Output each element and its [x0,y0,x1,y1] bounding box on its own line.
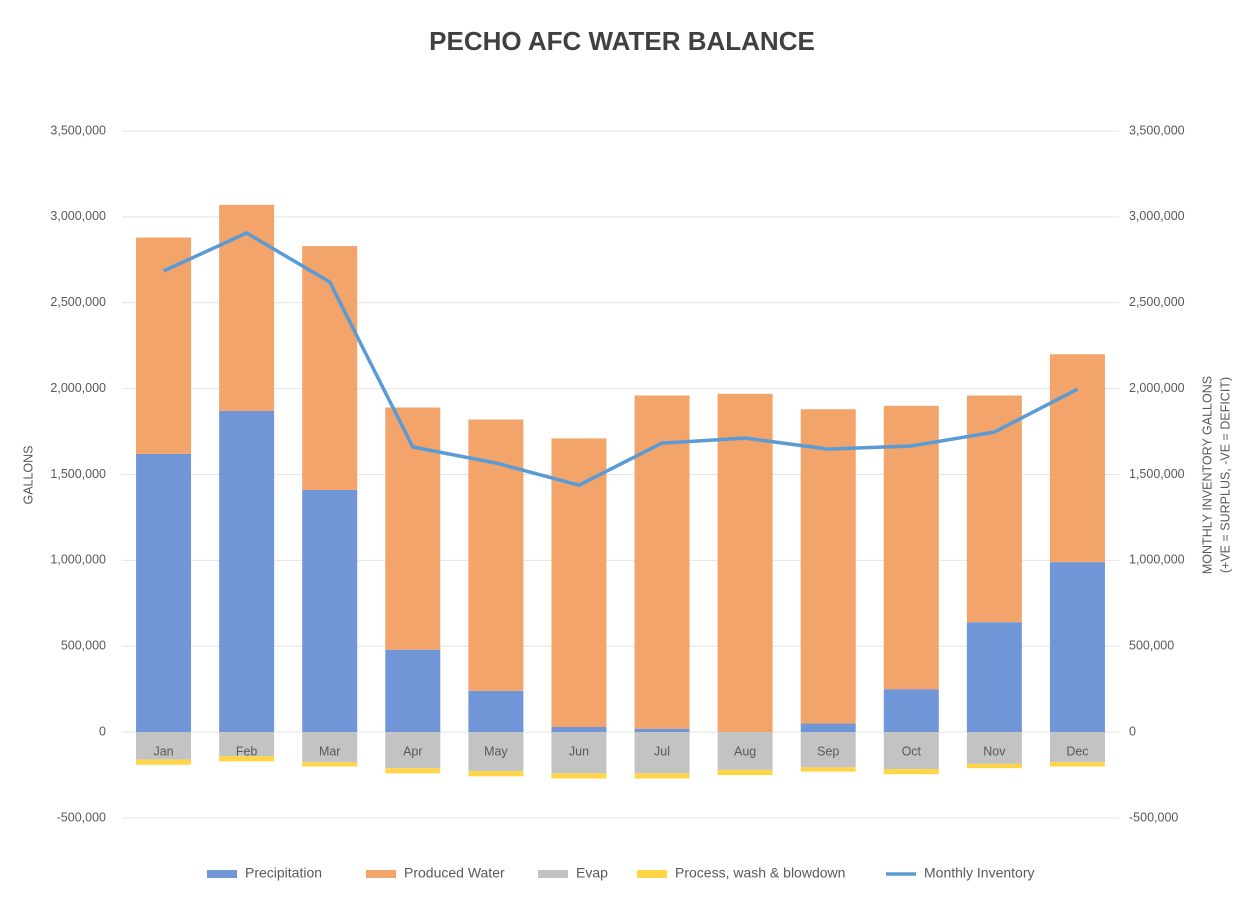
chart-title: PECHO AFC WATER BALANCE [429,26,815,56]
y2-axis-label: (+VE = SURPLUS, -VE = DEFICIT) [1218,377,1232,573]
bar [966,395,1022,623]
y-tick-label: 3,500,000 [50,123,106,137]
bar [302,246,358,490]
bar [136,732,192,760]
bar [551,773,607,779]
x-tick-label: Dec [1066,744,1088,758]
y2-tick-label: 3,000,000 [1129,209,1185,223]
x-tick-label: Oct [902,744,922,758]
x-tick-label: Feb [236,744,258,758]
bar [1049,762,1105,767]
y2-tick-label: 0 [1129,724,1136,738]
y-tick-label: 2,500,000 [50,295,106,309]
legend-swatch [366,870,396,878]
y-tick-label: 1,500,000 [50,467,106,481]
bar [800,732,856,768]
bar [966,732,1022,764]
legend-label: Precipitation [245,865,322,881]
y-tick-label: 3,000,000 [50,209,106,223]
bar [883,405,939,690]
y-axis-label: GALLONS [21,445,35,504]
bar [385,732,441,769]
bar [634,728,690,733]
y-tick-label: 1,000,000 [50,553,106,567]
bar [883,732,939,770]
legend-label: Process, wash & blowdown [675,865,845,881]
y2-tick-label: 1,500,000 [1129,467,1185,481]
legend-label: Monthly Inventory [924,865,1035,881]
x-tick-label: Apr [403,744,422,758]
bar [634,773,690,779]
bar [634,395,690,729]
bar [1049,354,1105,563]
bar [800,409,856,724]
bar [1049,562,1105,733]
bar [302,732,358,763]
bar [302,489,358,733]
y2-tick-label: 2,000,000 [1129,381,1185,395]
bar [1049,732,1105,763]
bar [468,771,524,777]
bar [385,649,441,733]
bar [800,767,856,772]
bar [883,689,939,733]
bar [551,726,607,733]
bar [136,453,192,733]
y-tick-label: 0 [99,724,106,738]
bar [468,732,524,772]
x-tick-label: Nov [983,744,1006,758]
y2-tick-label: 2,500,000 [1129,295,1185,309]
line-series [162,231,1079,487]
bar [219,756,275,762]
x-tick-label: Aug [734,744,756,758]
x-tick-label: Jan [153,744,173,758]
bar [385,768,441,774]
legend-swatch [538,870,568,878]
bar [468,690,524,733]
bar [883,769,939,775]
bar [966,763,1022,769]
bar [966,622,1022,733]
x-tick-label: Sep [817,744,839,758]
y2-tick-label: 1,000,000 [1129,553,1185,567]
y-tick-label: 500,000 [61,639,106,653]
x-tick-label: Jul [654,744,670,758]
x-tick-label: May [484,744,508,758]
bar [219,732,275,757]
legend-label: Produced Water [404,865,505,881]
bar [634,732,690,774]
x-tick-label: Jun [569,744,589,758]
bar [219,410,275,733]
bar [717,393,773,733]
bar [136,759,192,765]
y-tick-label: -500,000 [57,810,106,824]
y2-axis-label: MONTHLY INVENTORY GALLONS [1200,376,1214,574]
bar [551,732,607,774]
legend-swatch [637,870,667,878]
bar [717,769,773,776]
legend-swatch [207,870,237,878]
y-tick-label: 2,000,000 [50,381,106,395]
y2-tick-label: -500,000 [1129,810,1178,824]
y2-tick-label: 500,000 [1129,639,1174,653]
legend-label: Evap [576,865,608,881]
bar [717,732,773,770]
y2-tick-label: 3,500,000 [1129,123,1185,137]
bar [302,762,358,767]
bar [219,204,275,411]
x-tick-label: Mar [319,744,341,758]
bar [136,237,192,454]
bar [800,723,856,733]
